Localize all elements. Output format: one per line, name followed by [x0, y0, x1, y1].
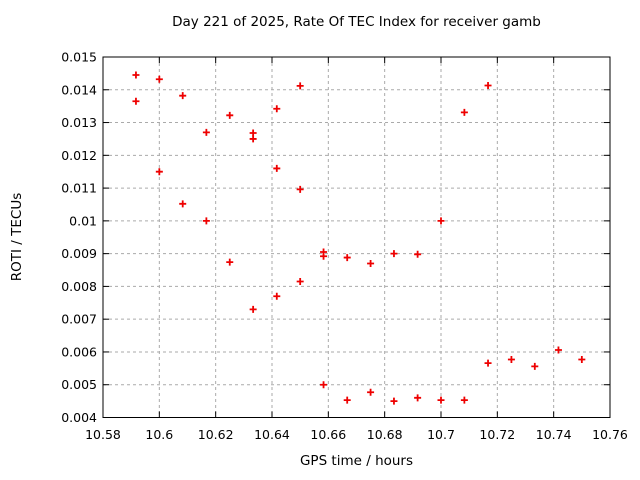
x-tick-label: 10.72	[479, 427, 515, 442]
data-point-marker	[531, 362, 539, 370]
x-tick-label: 10.58	[85, 427, 121, 442]
x-tick-label: 10.64	[254, 427, 290, 442]
y-tick-label: 0.014	[61, 82, 97, 97]
data-point-marker	[273, 105, 281, 113]
data-point-marker	[273, 164, 281, 172]
data-point-marker	[179, 92, 187, 100]
data-point-marker	[343, 254, 351, 262]
data-point-marker	[226, 258, 234, 266]
y-tick-label: 0.006	[61, 344, 97, 359]
data-point-marker	[460, 396, 468, 404]
y-tick-label: 0.012	[61, 148, 97, 163]
data-point-marker	[343, 396, 351, 404]
plot-frame	[102, 56, 611, 418]
data-point-marker	[320, 381, 328, 389]
data-point-marker	[132, 71, 140, 79]
data-point-marker	[132, 97, 140, 105]
y-tick-label: 0.009	[61, 246, 97, 261]
data-point-marker	[249, 305, 257, 313]
data-point-marker	[249, 135, 257, 143]
x-tick-label: 10.68	[367, 427, 403, 442]
x-tick-label: 10.7	[427, 427, 455, 442]
y-tick-label: 0.004	[61, 410, 97, 425]
data-point-marker	[437, 396, 445, 404]
y-tick-label: 0.011	[61, 181, 97, 196]
y-tick-label: 0.005	[61, 377, 97, 392]
data-point-marker	[202, 217, 210, 225]
data-point-marker	[155, 168, 163, 176]
x-tick-label: 10.6	[145, 427, 173, 442]
data-point-marker	[296, 82, 304, 90]
data-point-marker	[202, 128, 210, 136]
data-point-marker	[226, 111, 234, 119]
data-point-marker	[484, 359, 492, 367]
data-point-marker	[273, 292, 281, 300]
data-point-marker	[414, 394, 422, 402]
x-tick-label: 10.62	[198, 427, 234, 442]
data-point-marker	[249, 129, 257, 137]
data-point-marker	[507, 355, 515, 363]
x-tick-label: 10.66	[310, 427, 346, 442]
data-point-marker	[179, 200, 187, 208]
data-point-marker	[367, 259, 375, 267]
chart-title: Day 221 of 2025, Rate Of TEC Index for r…	[172, 14, 541, 30]
data-point-marker	[320, 252, 328, 260]
data-point-marker	[484, 82, 492, 90]
data-point-marker	[437, 217, 445, 225]
y-tick-label: 0.01	[69, 213, 97, 228]
data-point-marker	[390, 250, 398, 258]
x-tick-label: 10.74	[536, 427, 572, 442]
data-point-marker	[414, 250, 422, 258]
x-tick-label: 10.76	[592, 427, 628, 442]
x-axis-label: GPS time / hours	[299, 453, 414, 469]
data-point-marker	[367, 388, 375, 396]
data-point-marker	[155, 75, 163, 83]
data-point-marker	[578, 355, 586, 363]
y-tick-label: 0.013	[61, 115, 97, 130]
data-point-marker	[390, 397, 398, 405]
data-point-marker	[296, 277, 304, 285]
y-tick-label: 0.007	[61, 312, 97, 327]
y-tick-label: 0.008	[61, 279, 97, 294]
data-point-marker	[296, 185, 304, 193]
data-point-marker	[460, 108, 468, 116]
data-point-marker	[554, 346, 562, 354]
y-tick-label: 0.015	[61, 50, 97, 65]
